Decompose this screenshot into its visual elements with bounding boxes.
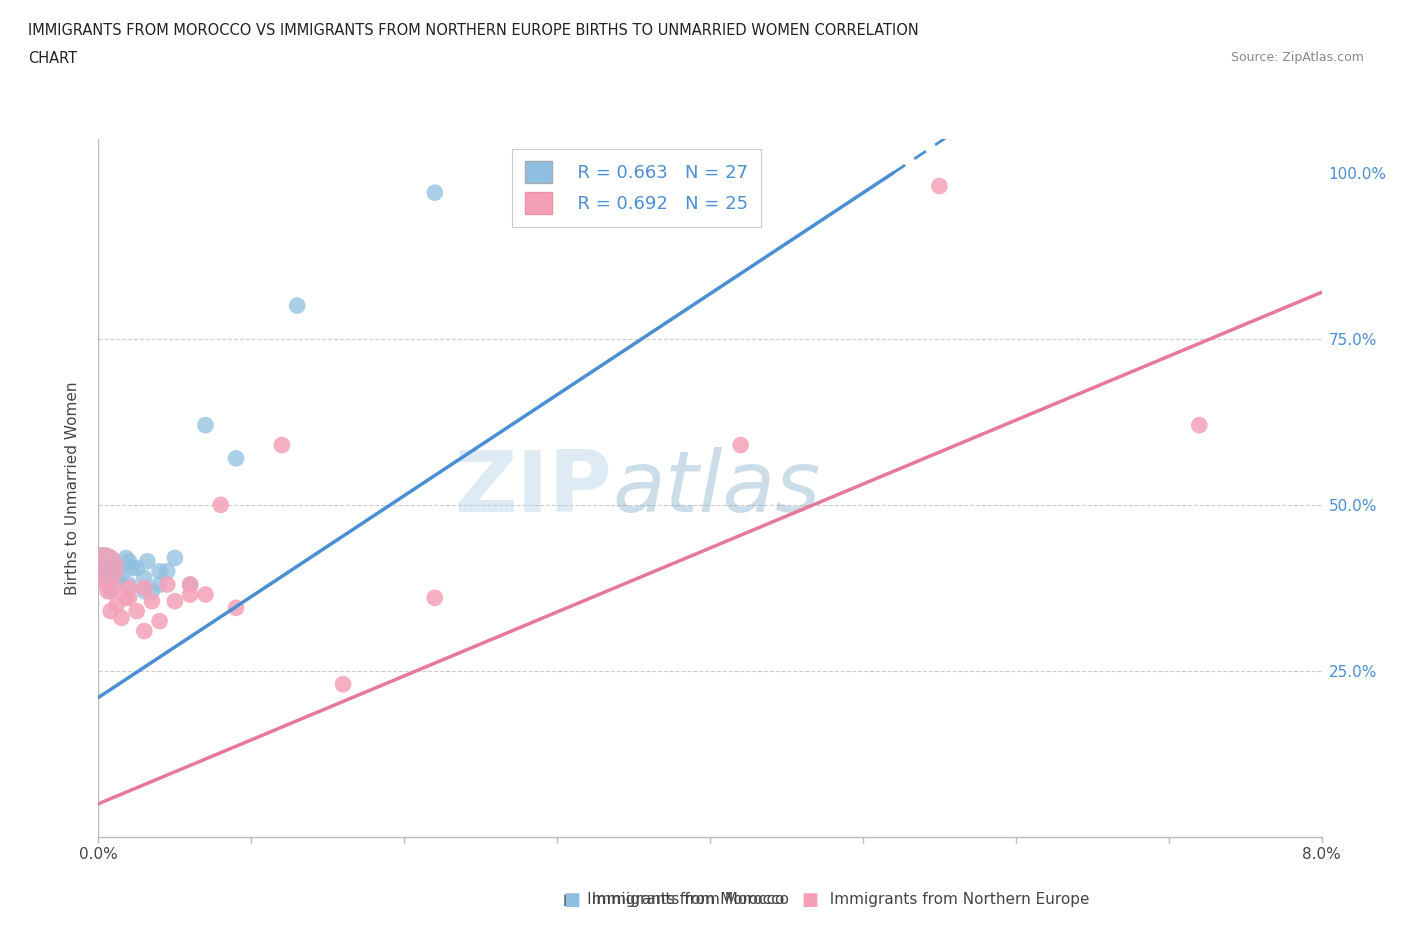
Point [332, 677, 354, 692]
Point [209, 498, 232, 512]
Point [94, 557, 117, 572]
Text: IMMIGRANTS FROM MOROCCO VS IMMIGRANTS FROM NORTHERN EUROPE BIRTHS TO UNMARRIED W: IMMIGRANTS FROM MOROCCO VS IMMIGRANTS FR… [28, 23, 920, 38]
Point [156, 564, 179, 578]
Point [285, 299, 308, 313]
Point [103, 557, 125, 572]
Point [1188, 418, 1211, 432]
Point [103, 561, 125, 576]
Point [270, 438, 294, 453]
Text: ZIP: ZIP [454, 446, 612, 530]
Point [100, 604, 122, 618]
Point [115, 551, 138, 565]
Point [141, 584, 163, 599]
Text: Immigrants from Morocco: Immigrants from Morocco [582, 892, 789, 908]
Text: Source: ZipAtlas.com: Source: ZipAtlas.com [1230, 51, 1364, 64]
Point [423, 591, 446, 605]
Text: atlas: atlas [612, 446, 820, 530]
Point [100, 584, 122, 599]
Text: CHART: CHART [28, 51, 77, 66]
Point [110, 610, 132, 625]
Point [98, 570, 121, 585]
Point [928, 179, 950, 193]
Point [118, 580, 141, 595]
Point [134, 570, 156, 585]
Point [118, 554, 141, 569]
Point [134, 580, 156, 595]
Point [105, 567, 128, 582]
Text: ■: ■ [801, 891, 818, 909]
Point [141, 593, 163, 608]
Point [194, 587, 217, 602]
Point [156, 578, 179, 592]
Point [179, 578, 201, 592]
Point [91, 561, 114, 576]
Text: ■  Immigrants from Morocco: ■ Immigrants from Morocco [564, 892, 785, 908]
Point [91, 561, 114, 576]
Point [105, 597, 128, 612]
Point [179, 587, 201, 602]
Point [121, 561, 143, 576]
Point [110, 567, 132, 582]
Point [107, 574, 129, 589]
Point [149, 614, 172, 629]
Point [91, 561, 114, 576]
Point [194, 418, 217, 432]
Y-axis label: Births to Unmarried Women: Births to Unmarried Women [65, 381, 80, 595]
Point [118, 591, 141, 605]
Point [134, 624, 156, 639]
Point [149, 564, 172, 578]
Point [136, 554, 159, 569]
Point [118, 578, 141, 592]
Point [730, 438, 752, 453]
Point [149, 578, 172, 592]
Point [115, 591, 138, 605]
Point [134, 584, 156, 599]
Legend:   R = 0.663   N = 27,   R = 0.692   N = 25: R = 0.663 N = 27, R = 0.692 N = 25 [512, 149, 761, 227]
Point [163, 551, 186, 565]
Point [225, 601, 247, 616]
Text: Immigrants from Northern Europe: Immigrants from Northern Europe [820, 892, 1090, 908]
Point [103, 580, 125, 595]
Point [125, 561, 148, 576]
Point [423, 185, 446, 200]
Point [163, 593, 186, 608]
Point [179, 578, 201, 592]
Point [125, 604, 148, 618]
Text: ■: ■ [564, 891, 581, 909]
Point [97, 584, 120, 599]
Point [225, 451, 247, 466]
